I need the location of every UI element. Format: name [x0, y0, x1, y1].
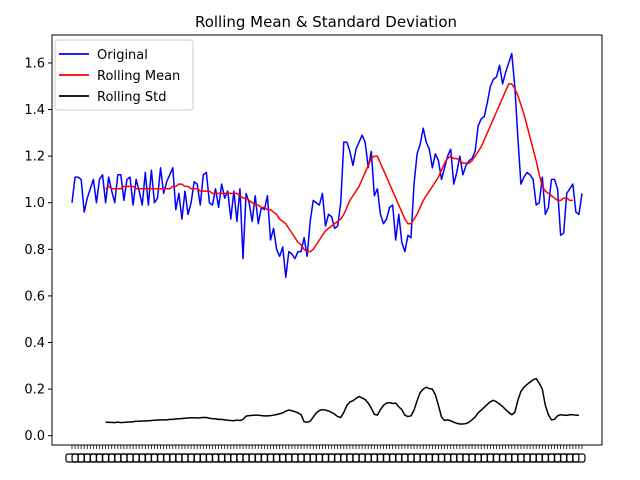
y-tick-label: 0.4 [24, 336, 45, 351]
y-tick-label: 1.4 [24, 103, 45, 118]
chart-title: Rolling Mean & Standard Deviation [195, 13, 457, 31]
axes-layer: 0.0 0.2 0.4 0.6 0.8 1.0 1.2 1.4 1.6 [24, 34, 603, 463]
y-tick-label: 1.6 [24, 56, 45, 71]
x-tick-label-glyph [572, 453, 586, 463]
legend-label-2: Rolling Std [97, 90, 166, 105]
y-tick-label: 1.2 [24, 150, 45, 165]
y-tick-label: 1.0 [24, 196, 45, 211]
y-tick-label: 0.6 [24, 289, 45, 304]
y-tick-label: 0.8 [24, 243, 45, 258]
series-line-1 [105, 83, 573, 253]
legend: Original Rolling Mean Rolling Std [54, 39, 194, 111]
x-tick-label-glyph [566, 453, 580, 463]
y-tick-label: 0.2 [24, 383, 45, 398]
legend-label-0: Original [97, 48, 148, 63]
y-tick-label: 0.0 [24, 429, 45, 444]
series-line-0 [71, 52, 583, 279]
x-tick-labels [65, 453, 586, 463]
series-layer [71, 52, 583, 425]
series-line-2 [105, 377, 580, 425]
axes-frame [51, 34, 603, 446]
legend-label-1: Rolling Mean [97, 69, 180, 84]
legend-box [54, 39, 194, 111]
